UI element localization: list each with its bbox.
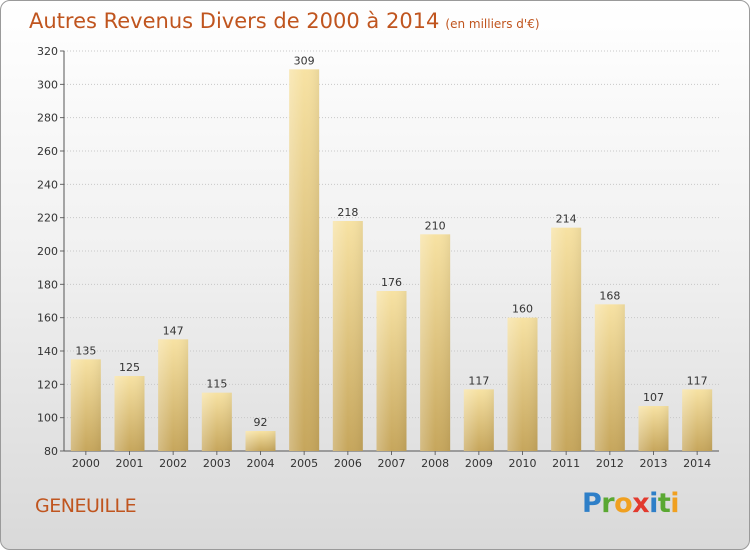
bar-shade <box>201 392 232 451</box>
bar-shade <box>332 221 363 451</box>
x-tick-label: 2000 <box>72 457 100 470</box>
y-tick-label: 160 <box>37 312 58 325</box>
logo-letter: r <box>601 488 615 519</box>
bar-shade <box>245 431 276 451</box>
data-label: 309 <box>294 54 315 67</box>
y-tick-label: 100 <box>37 412 58 425</box>
bar-shade <box>420 234 451 451</box>
x-tick-label: 2005 <box>290 457 318 470</box>
bar-shade <box>158 339 189 451</box>
bar-shade <box>551 227 582 451</box>
bar-shade <box>463 389 494 451</box>
data-label: 125 <box>119 361 140 374</box>
y-tick-label: 180 <box>37 278 58 291</box>
x-tick-label: 2006 <box>334 457 362 470</box>
x-tick-label: 2009 <box>465 457 493 470</box>
y-tick-label: 300 <box>37 78 58 91</box>
data-label: 160 <box>512 303 533 316</box>
data-label: 92 <box>254 416 268 429</box>
x-tick-label: 2013 <box>640 457 668 470</box>
y-tick-label: 320 <box>37 45 58 58</box>
logo-letter: x <box>632 488 650 519</box>
bar-shade <box>638 406 669 451</box>
logo-letter: o <box>614 488 633 519</box>
data-label: 214 <box>556 213 577 226</box>
logo-letter: P <box>582 488 602 519</box>
x-tick-label: 2012 <box>596 457 624 470</box>
proxiti-logo: Proxiti <box>582 488 680 519</box>
x-tick-label: 2001 <box>116 457 144 470</box>
x-tick-label: 2010 <box>509 457 537 470</box>
x-tick-label: 2011 <box>552 457 580 470</box>
x-tick-label: 2007 <box>378 457 406 470</box>
y-tick-label: 220 <box>37 212 58 225</box>
logo-letter: i <box>670 488 680 519</box>
chart-title: Autres Revenus Divers de 2000 à 2014 (en … <box>29 9 540 33</box>
y-tick-label: 280 <box>37 112 58 125</box>
x-tick-label: 2004 <box>247 457 275 470</box>
x-tick-label: 2003 <box>203 457 231 470</box>
data-label: 117 <box>687 374 708 387</box>
x-tick-label: 2014 <box>683 457 711 470</box>
bar-shade <box>114 376 145 451</box>
data-label: 147 <box>163 324 184 337</box>
y-tick-label: 260 <box>37 145 58 158</box>
y-tick-label: 200 <box>37 245 58 258</box>
location-label: GENEUILLE <box>35 495 137 517</box>
bar-shade <box>594 304 625 451</box>
data-label: 168 <box>599 289 620 302</box>
data-label: 135 <box>75 344 96 357</box>
data-label: 210 <box>425 219 446 232</box>
y-tick-label: 140 <box>37 345 58 358</box>
bar-shade <box>289 69 320 451</box>
x-tick-label: 2002 <box>159 457 187 470</box>
chart-title-main: Autres Revenus Divers de 2000 à 2014 <box>29 9 440 33</box>
data-label: 115 <box>206 378 227 391</box>
bar-shade <box>376 291 407 451</box>
data-label: 176 <box>381 276 402 289</box>
bar-shade <box>70 359 101 451</box>
chart-subtitle: (en milliers d'€) <box>445 17 540 31</box>
logo-letter: t <box>657 488 671 519</box>
y-tick-label: 120 <box>37 378 58 391</box>
data-label: 117 <box>468 374 489 387</box>
bar-shade <box>507 317 538 451</box>
bar-shade <box>682 389 713 451</box>
logo-letter: i <box>649 488 658 519</box>
data-label: 107 <box>643 391 664 404</box>
data-label: 218 <box>337 206 358 219</box>
y-tick-label: 80 <box>44 445 58 458</box>
x-tick-label: 2008 <box>421 457 449 470</box>
y-tick-label: 240 <box>37 178 58 191</box>
